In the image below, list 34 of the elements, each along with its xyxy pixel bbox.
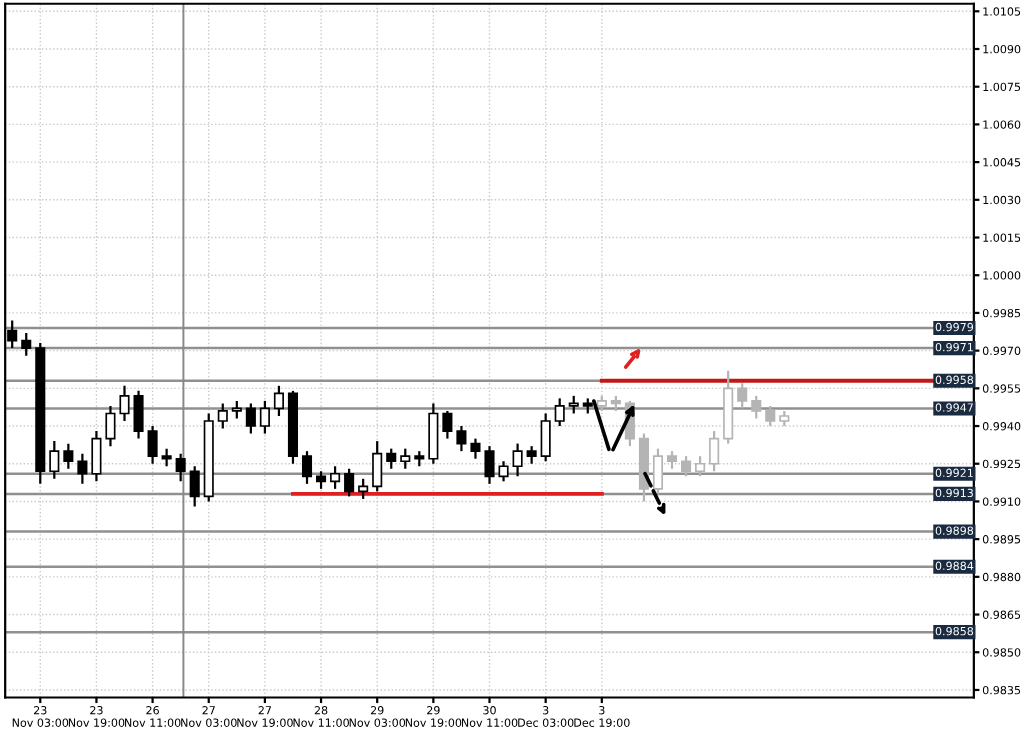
candlestick <box>358 477 369 501</box>
candlestick <box>217 402 228 430</box>
candlestick <box>330 465 341 490</box>
candlestick <box>512 442 523 478</box>
candlestick <box>695 455 706 478</box>
candlestick <box>498 460 509 483</box>
candlestick <box>765 404 776 428</box>
candlestick <box>245 402 256 435</box>
candlestick <box>400 447 411 470</box>
candlestick <box>442 409 453 440</box>
candlestick <box>540 412 551 463</box>
candlestick <box>49 440 60 480</box>
candlestick <box>133 389 144 440</box>
candlestick <box>428 402 439 465</box>
candlestick <box>259 399 270 435</box>
candlestick <box>751 394 762 420</box>
candlestick <box>681 455 692 478</box>
candlestick <box>554 397 565 428</box>
candlestick <box>63 442 74 470</box>
candlestick <box>737 382 748 410</box>
candlestick <box>147 424 158 465</box>
candlestick <box>386 447 397 470</box>
candlestick <box>77 452 88 485</box>
candlestick <box>652 447 664 496</box>
candlestick <box>91 429 102 483</box>
candlestick <box>372 440 383 493</box>
candlestick <box>189 465 200 508</box>
candlestick <box>709 429 720 473</box>
candlestick <box>344 467 355 498</box>
candlestick <box>273 384 284 418</box>
candlestick <box>301 450 313 485</box>
candlestick <box>456 424 467 453</box>
candlestick <box>21 331 32 357</box>
candlestick <box>175 452 186 483</box>
